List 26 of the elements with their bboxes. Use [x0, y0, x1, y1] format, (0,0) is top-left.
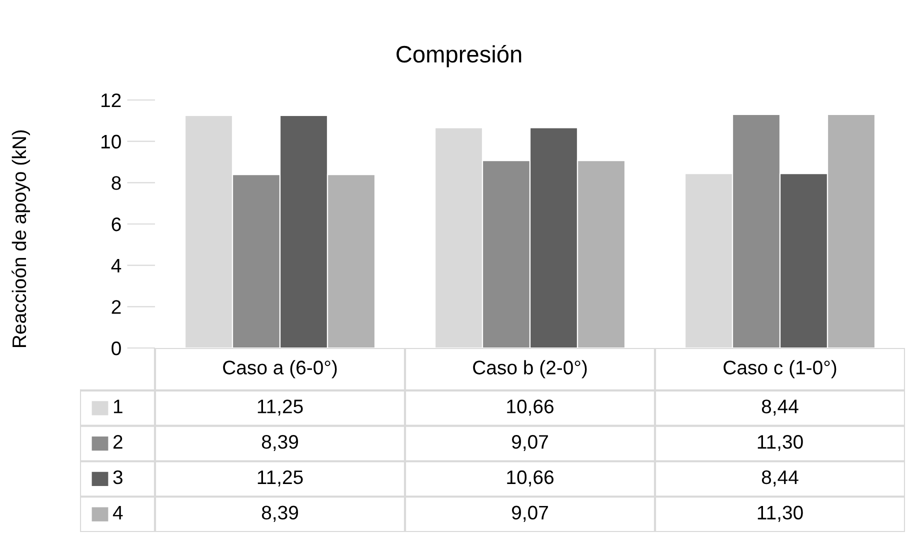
x-tick-label: Caso a (6-0°)	[223, 360, 337, 378]
data-label: 8,44	[762, 400, 798, 416]
data-label: 9,07	[512, 434, 548, 452]
legend-label: 3	[113, 470, 122, 484]
data-label: 11,25	[258, 470, 303, 486]
chart-title: Compresión	[396, 45, 522, 68]
y-tick-label: 0	[112, 341, 121, 356]
y-tick-label: 4	[111, 259, 122, 272]
legend-label: 1	[114, 400, 122, 414]
data-label: 9,07	[512, 506, 548, 522]
y-axis-title: Reaccioón de apoyo (kN)	[12, 130, 30, 347]
data-label: 11,25	[258, 400, 303, 416]
y-tick-label: 8	[112, 176, 121, 190]
y-tick-label: 10	[102, 134, 121, 149]
y-tick-label: 6	[112, 217, 121, 232]
data-label: 8,39	[262, 434, 298, 452]
x-tick-label: Caso b (2-0°)	[473, 360, 587, 378]
x-tick-label: Caso c (1-0°)	[724, 360, 836, 378]
data-label: 8,44	[762, 470, 798, 486]
y-tick-label: 12	[102, 93, 121, 108]
data-label: 8,39	[262, 506, 298, 522]
data-label: 10,66	[507, 470, 554, 486]
data-label: 10,66	[507, 400, 554, 416]
y-tick-label: 2	[112, 300, 121, 314]
data-label: 11,30	[758, 506, 803, 522]
data-label: 11,30	[758, 434, 803, 452]
